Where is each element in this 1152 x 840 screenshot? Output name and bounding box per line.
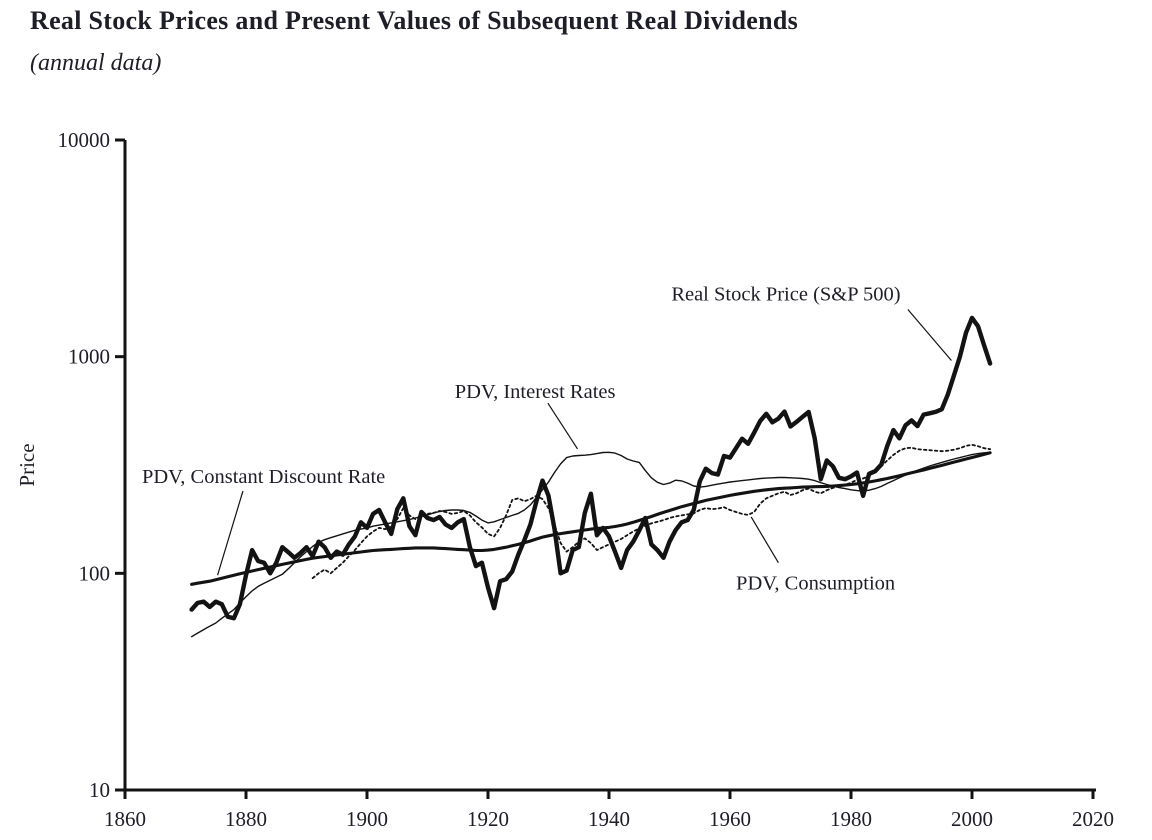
- annotation-pdv-constant-discount-rate: PDV, Constant Discount Rate: [142, 466, 385, 488]
- x-tick-label: 1880: [225, 807, 267, 831]
- x-tick-label: 2020: [1072, 807, 1114, 831]
- x-tick-label: 1920: [467, 807, 509, 831]
- y-tick-label: 1000: [68, 345, 110, 369]
- x-tick-label: 1980: [830, 807, 872, 831]
- leader-line-pdv-consumption: [750, 516, 779, 563]
- series-pdv-constant-discount-rate: [190, 451, 992, 586]
- x-tick-label: 1900: [346, 807, 388, 831]
- leader-line-pdv-interest-rates: [547, 402, 579, 450]
- x-tick-label: 2000: [951, 807, 993, 831]
- x-tick-label: 1940: [588, 807, 630, 831]
- annotation-pdv-consumption: PDV, Consumption: [736, 573, 895, 595]
- annotation-real-stock-price: Real Stock Price (S&P 500): [671, 283, 900, 305]
- series-real-stock-price-s-p-500: [189, 315, 993, 621]
- annotation-pdv-interest-rates: PDV, Interest Rates: [455, 381, 616, 403]
- y-tick-label: 100: [79, 561, 111, 585]
- leader-line-real-stock-price: [907, 309, 952, 361]
- chart-subtitle: (annual data): [30, 50, 162, 76]
- y-tick-label: 10000: [58, 128, 111, 152]
- y-tick-label: 10: [89, 778, 110, 802]
- series-pdv-consumption: [311, 443, 991, 580]
- x-tick-label: 1960: [709, 807, 751, 831]
- y-axis-title: Price: [15, 443, 39, 486]
- chart-title: Real Stock Prices and Present Values of …: [30, 6, 799, 35]
- x-tick-label: 1860: [104, 807, 146, 831]
- series-pdv-interest-rates: [190, 451, 991, 638]
- leader-line-pdv-constant-discount-rate: [216, 490, 244, 576]
